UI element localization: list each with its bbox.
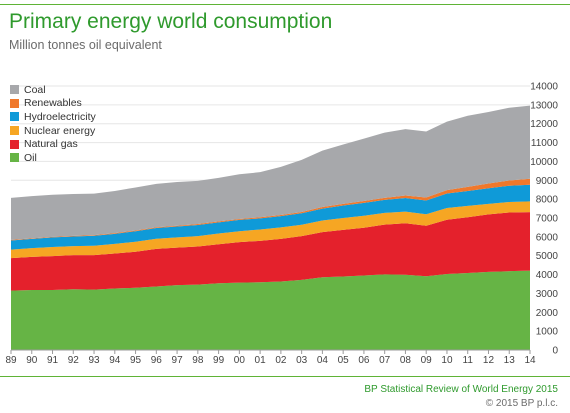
x-tick-label: 05 <box>338 355 350 366</box>
x-tick-label: 10 <box>441 355 453 366</box>
legend-swatch-oil <box>10 153 19 163</box>
area-natural-gas <box>11 212 530 291</box>
y-tick-label: 2000 <box>536 308 559 319</box>
legend-swatch-nuclear-energy <box>10 126 19 136</box>
legend-item-nuclear-energy: Nuclear energy <box>10 124 96 138</box>
y-tick-label: 8000 <box>536 195 559 206</box>
x-tick-label: 07 <box>379 355 391 366</box>
y-tick-label: 5000 <box>536 251 559 262</box>
y-tick-label: 11000 <box>531 138 559 149</box>
x-tick-label: 12 <box>483 355 495 366</box>
x-tick-label: 14 <box>524 355 536 366</box>
legend-item-natural-gas: Natural gas <box>10 137 96 151</box>
x-tick-label: 08 <box>400 355 412 366</box>
y-tick-label: 14000 <box>530 82 558 93</box>
chart-title: Primary energy world consumption <box>9 10 333 33</box>
y-tick-label: 3000 <box>536 289 559 300</box>
x-tick-label: 94 <box>109 355 121 366</box>
area-hydroelectricity <box>11 184 530 250</box>
x-tick-label: 93 <box>88 355 100 366</box>
x-tick-label: 13 <box>504 355 516 366</box>
x-tick-label: 03 <box>296 355 308 366</box>
area-coal <box>11 105 530 240</box>
legend-label-hydroelectricity: Hydroelectricity <box>24 110 96 123</box>
x-tick-label: 96 <box>151 355 163 366</box>
bottom-rule <box>0 376 570 377</box>
x-tick-label: 02 <box>275 355 287 366</box>
x-tick-label: 92 <box>68 355 80 366</box>
top-rule <box>0 4 570 5</box>
legend-swatch-hydroelectricity <box>10 112 19 122</box>
legend-item-renewables: Renewables <box>10 97 96 111</box>
y-tick-label: 12000 <box>530 119 558 130</box>
y-tick-label: 4000 <box>536 270 559 281</box>
area-oil <box>11 270 530 350</box>
x-tick-label: 90 <box>26 355 38 366</box>
x-tick-label: 09 <box>421 355 433 366</box>
chart-subtitle: Million tonnes oil equivalent <box>9 38 162 52</box>
x-tick-label: 06 <box>358 355 370 366</box>
y-tick-label: 13000 <box>530 100 558 111</box>
legend-swatch-renewables <box>10 98 19 108</box>
y-tick-label: 1000 <box>536 327 559 338</box>
legend-item-coal: Coal <box>10 83 96 97</box>
x-tick-label: 00 <box>234 355 246 366</box>
legend-swatch-coal <box>10 85 19 95</box>
x-tick-label: 01 <box>255 355 267 366</box>
legend-label-nuclear-energy: Nuclear energy <box>24 124 96 137</box>
legend-label-natural-gas: Natural gas <box>24 138 78 151</box>
y-tick-label: 6000 <box>536 232 559 243</box>
x-tick-label: 11 <box>463 355 474 366</box>
x-tick-label: 91 <box>47 355 59 366</box>
x-tick-label: 97 <box>172 355 184 366</box>
legend-item-hydroelectricity: Hydroelectricity <box>10 110 96 124</box>
y-tick-label: 10000 <box>530 157 558 168</box>
legend: Coal Renewables Hydroelectricity Nuclear… <box>10 83 96 165</box>
legend-swatch-natural-gas <box>10 139 19 149</box>
legend-item-oil: Oil <box>10 151 96 165</box>
y-tick-label: 7000 <box>536 214 559 225</box>
y-tick-label: 9000 <box>536 176 559 187</box>
x-tick-label: 98 <box>192 355 204 366</box>
legend-label-renewables: Renewables <box>24 97 82 110</box>
copyright-note: © 2015 BP p.l.c. <box>485 398 558 409</box>
source-note: BP Statistical Review of World Energy 20… <box>364 384 558 395</box>
area-nuclear-energy <box>11 201 530 259</box>
x-tick-label: 95 <box>130 355 142 366</box>
y-tick-label: 0 <box>552 346 558 357</box>
x-tick-label: 04 <box>317 355 329 366</box>
legend-label-coal: Coal <box>24 83 46 96</box>
x-tick-label: 89 <box>5 355 17 366</box>
legend-label-oil: Oil <box>24 151 37 164</box>
x-tick-label: 99 <box>213 355 225 366</box>
